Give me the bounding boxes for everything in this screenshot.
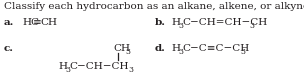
Text: HC: HC bbox=[22, 18, 39, 27]
Text: 3: 3 bbox=[125, 48, 130, 56]
Text: a.: a. bbox=[4, 18, 14, 27]
Text: CH: CH bbox=[40, 18, 57, 27]
Text: 3: 3 bbox=[128, 66, 133, 74]
Text: b.: b. bbox=[155, 18, 166, 27]
Text: c.: c. bbox=[4, 44, 14, 53]
Text: C−CH−CH: C−CH−CH bbox=[69, 62, 129, 71]
Text: H: H bbox=[171, 18, 180, 27]
Text: 3: 3 bbox=[178, 22, 183, 30]
Text: 3: 3 bbox=[65, 66, 70, 74]
Text: C−C≡C−CH: C−C≡C−CH bbox=[182, 44, 249, 53]
Text: ≡: ≡ bbox=[33, 18, 42, 27]
Text: 3: 3 bbox=[249, 22, 254, 30]
Text: 3: 3 bbox=[178, 48, 183, 56]
Text: C−CH=CH−CH: C−CH=CH−CH bbox=[182, 18, 267, 27]
Text: d.: d. bbox=[155, 44, 166, 53]
Text: H: H bbox=[58, 62, 67, 71]
Text: H: H bbox=[171, 44, 180, 53]
Text: 3: 3 bbox=[240, 48, 245, 56]
Text: CH: CH bbox=[113, 44, 130, 53]
Text: Classify each hydrocarbon as an alkane, alkene, or alkyne.: Classify each hydrocarbon as an alkane, … bbox=[4, 2, 304, 11]
